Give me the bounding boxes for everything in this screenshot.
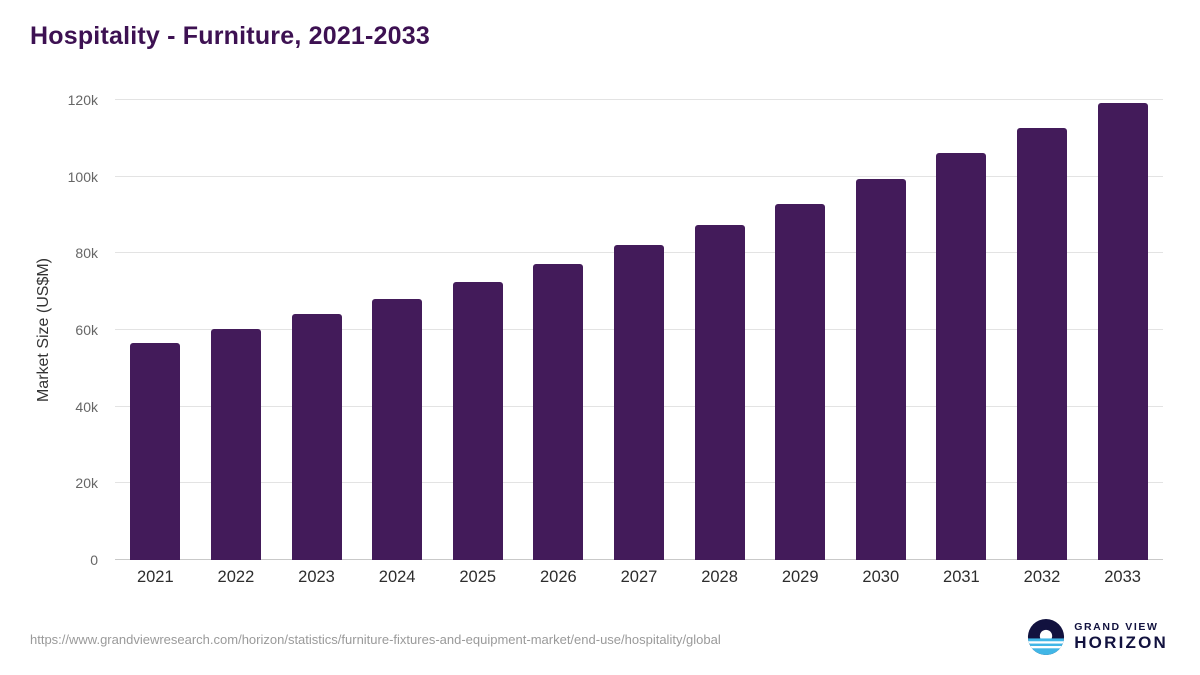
- brand-logo-text: GRAND VIEW HORIZON: [1074, 621, 1168, 653]
- bar-slot-2033: [1082, 100, 1163, 560]
- bar-2024[interactable]: [372, 298, 423, 560]
- bar-slot-2028: [679, 100, 760, 560]
- source-url: https://www.grandviewresearch.com/horizo…: [30, 632, 721, 647]
- x-axis-label-2028: 2028: [701, 568, 738, 586]
- grand-view-horizon-logo-icon: [1028, 618, 1065, 656]
- y-tick-label-40k: 40k: [75, 398, 98, 415]
- x-axis-label-2025: 2025: [459, 568, 497, 586]
- gridline: [115, 175, 1163, 177]
- y-tick-label-60k: 60k: [75, 322, 98, 338]
- x-axis-label-2021: 2021: [136, 568, 174, 586]
- bar-slot-2023: [276, 100, 357, 560]
- x-axis-label-2032: 2032: [1023, 568, 1061, 586]
- bar-2030[interactable]: [855, 178, 906, 560]
- y-tick-label-120k: 120k: [67, 92, 98, 108]
- bar-slot-2022: [196, 100, 277, 560]
- plot-area: [115, 99, 1163, 560]
- bar-2028[interactable]: [694, 224, 745, 560]
- brand-logo[interactable]: GRAND VIEW HORIZON: [1027, 618, 1168, 656]
- bar-slot-2024: [357, 100, 438, 560]
- bar-slot-2032: [1002, 100, 1083, 560]
- y-tick-label-100k: 100k: [67, 168, 98, 185]
- x-axis-label-2031: 2031: [943, 568, 980, 586]
- bar-2021[interactable]: [130, 343, 181, 560]
- bar-2026[interactable]: [533, 264, 584, 560]
- bar-2022[interactable]: [210, 328, 261, 560]
- x-axis-label-2029: 2029: [781, 568, 819, 586]
- x-axis-labels: 2021 2022 2023 2024 2025 2026 2027 2028 2029 2030…: [115, 568, 1163, 587]
- x-axis-label-2027: 2027: [620, 568, 658, 586]
- brand-logo-line1: GRAND VIEW: [1074, 621, 1159, 634]
- brand-logo-line2: HORIZON: [1074, 633, 1168, 653]
- x-axis-label-2030: 2030: [862, 568, 900, 586]
- bars-layer: [115, 100, 1163, 560]
- x-axis-label-2024: 2024: [378, 568, 416, 586]
- x-axis-label-2033: 2033: [1104, 568, 1141, 586]
- gridline: [115, 99, 1163, 100]
- bar-2027[interactable]: [613, 245, 664, 560]
- y-tick-label-0: 0: [90, 552, 98, 568]
- bar-2023[interactable]: [291, 314, 342, 560]
- y-axis-tick-labels: 0 20k 40k 60k 80k 100k 120k: [40, 93, 106, 567]
- x-axis-label-2026: 2026: [539, 568, 577, 586]
- bar-2029[interactable]: [775, 203, 826, 560]
- bar-slot-2021: [115, 100, 196, 560]
- bar-slot-2030: [840, 100, 921, 560]
- bar-2031[interactable]: [936, 152, 987, 560]
- bar-slot-2031: [921, 100, 1002, 560]
- chart-title: Hospitality - Furniture, 2021-2033: [30, 22, 430, 50]
- bar-slot-2025: [437, 100, 518, 560]
- bar-slot-2029: [760, 100, 841, 560]
- x-axis-label-2022: 2022: [217, 568, 255, 586]
- bar-2032[interactable]: [1017, 127, 1067, 560]
- bar-2025[interactable]: [452, 282, 503, 560]
- bar-slot-2027: [599, 100, 680, 560]
- y-tick-label-80k: 80k: [75, 245, 98, 262]
- y-tick-label-20k: 20k: [75, 475, 98, 492]
- bar-2033[interactable]: [1097, 102, 1148, 560]
- x-axis-label-2023: 2023: [298, 568, 335, 586]
- bar-slot-2026: [518, 100, 599, 560]
